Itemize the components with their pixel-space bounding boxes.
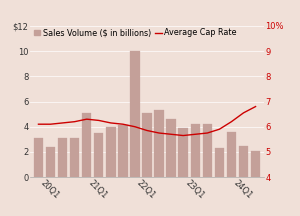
Bar [190, 124, 200, 177]
Bar [227, 132, 236, 177]
Bar [142, 113, 152, 177]
Bar [58, 138, 67, 177]
Bar [82, 113, 92, 177]
Legend: Sales Volume ($ in billions), Average Cap Rate: Sales Volume ($ in billions), Average Ca… [34, 29, 236, 37]
Bar [118, 125, 128, 177]
Bar [46, 147, 55, 177]
Bar [70, 138, 79, 177]
Bar [215, 148, 224, 177]
Bar [154, 110, 164, 177]
Bar [239, 146, 248, 177]
Bar [167, 119, 176, 177]
Bar [178, 128, 188, 177]
Bar [94, 133, 104, 177]
Bar [34, 138, 43, 177]
Bar [202, 124, 212, 177]
Bar [106, 127, 116, 177]
Bar [251, 151, 260, 177]
Bar [130, 51, 140, 177]
